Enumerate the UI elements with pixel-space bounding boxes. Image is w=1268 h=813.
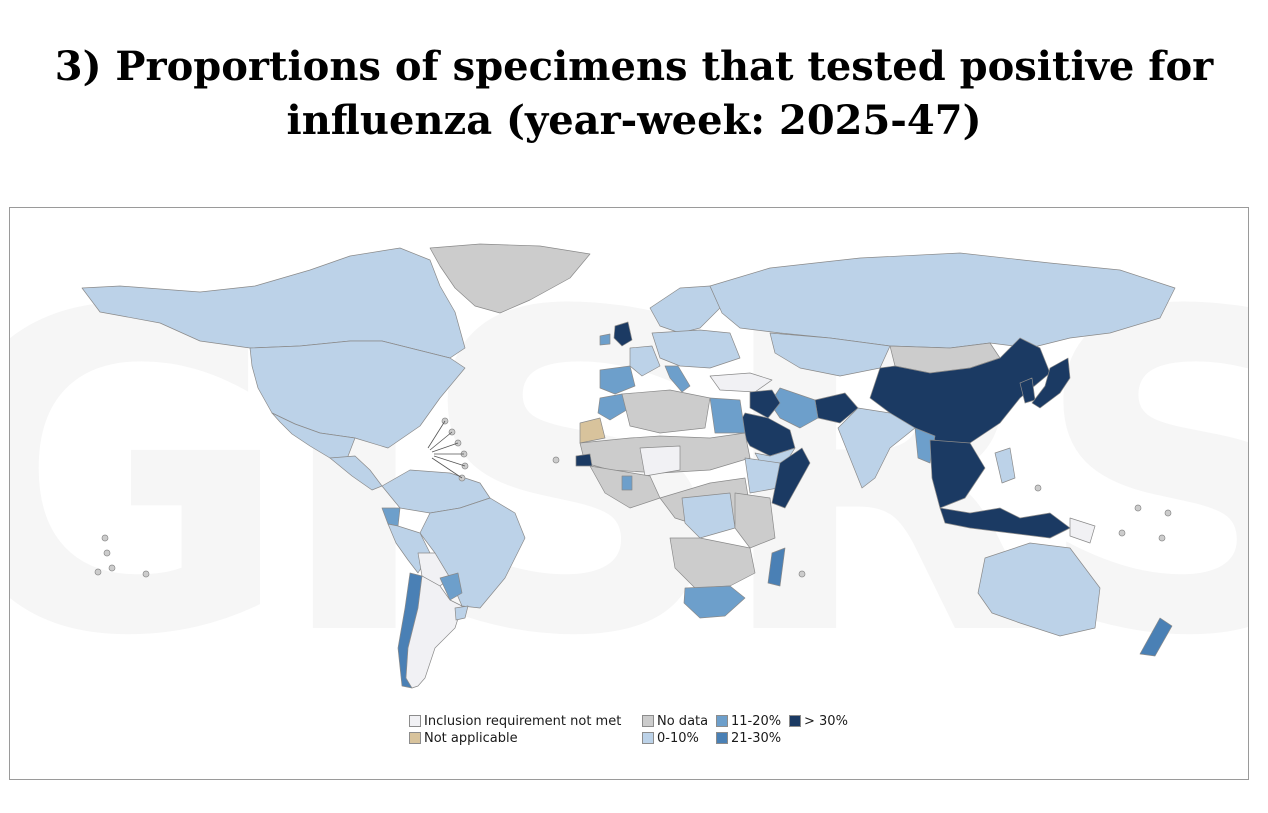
callout-line bbox=[427, 420, 446, 449]
region-algeria-libya bbox=[621, 389, 711, 434]
world-map: GISRS bbox=[10, 220, 1248, 732]
island-marker bbox=[1134, 504, 1142, 512]
island-marker bbox=[142, 570, 150, 578]
legend-item-0-10: 0-10% bbox=[642, 730, 699, 746]
region-ireland bbox=[599, 333, 611, 346]
callout-line bbox=[431, 442, 459, 453]
legend-item-21-30: 21-30% bbox=[716, 730, 781, 746]
island-marker bbox=[1158, 534, 1166, 542]
region-uruguay bbox=[454, 605, 469, 621]
legend-swatch bbox=[642, 732, 654, 744]
island-marker bbox=[1118, 529, 1126, 537]
region-kazakhstan bbox=[769, 332, 891, 377]
region-russia bbox=[709, 252, 1176, 349]
legend-swatch bbox=[789, 715, 801, 727]
region-philippines bbox=[994, 447, 1016, 484]
legend-label: 0-10% bbox=[657, 730, 699, 746]
world-map-panel: GISRS bbox=[9, 207, 1249, 780]
island-marker bbox=[108, 564, 116, 572]
region-japan bbox=[1031, 357, 1071, 409]
chart-title-line-1: 3) Proportions of specimens that tested … bbox=[54, 43, 1214, 90]
island-marker bbox=[94, 568, 102, 576]
legend-label: 21-30% bbox=[731, 730, 782, 746]
region-brazil bbox=[419, 497, 526, 609]
region-iraq bbox=[749, 389, 781, 419]
chart-title-line-2: influenza (year-week: 2025-47) bbox=[286, 97, 982, 144]
region-australia bbox=[977, 542, 1101, 637]
region-egypt bbox=[709, 397, 746, 434]
legend-item-not-applicable: Not applicable bbox=[409, 730, 518, 746]
callout-line bbox=[431, 457, 463, 479]
region-italy bbox=[664, 365, 691, 393]
region-greenland bbox=[429, 243, 591, 314]
region-papua bbox=[1069, 517, 1096, 544]
callout-line bbox=[429, 431, 453, 451]
legend-label: > 30% bbox=[804, 713, 848, 729]
region-western-sahara bbox=[579, 417, 606, 444]
callout-line bbox=[433, 455, 466, 467]
island-marker bbox=[1164, 509, 1172, 517]
region-east-africa bbox=[734, 492, 776, 549]
region-usa bbox=[249, 340, 466, 449]
region-morocco bbox=[597, 393, 631, 421]
region-canada-alaska bbox=[81, 247, 466, 359]
region-paraguay bbox=[439, 572, 463, 601]
island-marker bbox=[1034, 484, 1042, 492]
region-south-africa bbox=[683, 585, 746, 619]
legend-swatch bbox=[409, 732, 421, 744]
region-senegal bbox=[575, 453, 593, 467]
legend-label: Not applicable bbox=[424, 730, 518, 746]
island-marker bbox=[101, 534, 109, 542]
legend-item-11-20: 11-20% bbox=[716, 713, 781, 729]
region-southern-africa bbox=[669, 537, 756, 589]
region-myanmar bbox=[914, 427, 936, 464]
region-turkey bbox=[709, 372, 773, 393]
region-new-zealand bbox=[1139, 617, 1173, 657]
region-france bbox=[629, 345, 661, 377]
chart-title: 3) Proportions of specimens that tested … bbox=[0, 40, 1268, 148]
region-niger-chad bbox=[639, 445, 681, 477]
island-marker bbox=[103, 549, 111, 557]
legend-swatch bbox=[642, 715, 654, 727]
legend-item-no-data: No data bbox=[642, 713, 708, 729]
region-united-kingdom bbox=[613, 321, 633, 347]
legend-label: No data bbox=[657, 713, 709, 729]
region-drc bbox=[681, 492, 736, 539]
island-marker bbox=[552, 456, 560, 464]
legend-swatch bbox=[716, 732, 728, 744]
legend-swatch bbox=[409, 715, 421, 727]
region-central-europe bbox=[651, 329, 741, 369]
region-somalia bbox=[771, 447, 811, 509]
region-madagascar bbox=[767, 547, 786, 587]
region-mainland-southeast-asia bbox=[929, 439, 986, 509]
legend-swatch bbox=[716, 715, 728, 727]
legend-item-over-30: > 30% bbox=[789, 713, 848, 729]
legend-label: 11-20% bbox=[731, 713, 782, 729]
region-argentina bbox=[405, 575, 463, 689]
region-ghana bbox=[621, 475, 633, 491]
legend-item-inclusion-not-met: Inclusion requirement not met bbox=[409, 713, 621, 729]
region-scandinavia bbox=[649, 285, 721, 334]
legend-label: Inclusion requirement not met bbox=[424, 713, 622, 729]
island-marker bbox=[798, 570, 806, 578]
region-iberia bbox=[599, 365, 636, 395]
region-india bbox=[837, 407, 916, 489]
